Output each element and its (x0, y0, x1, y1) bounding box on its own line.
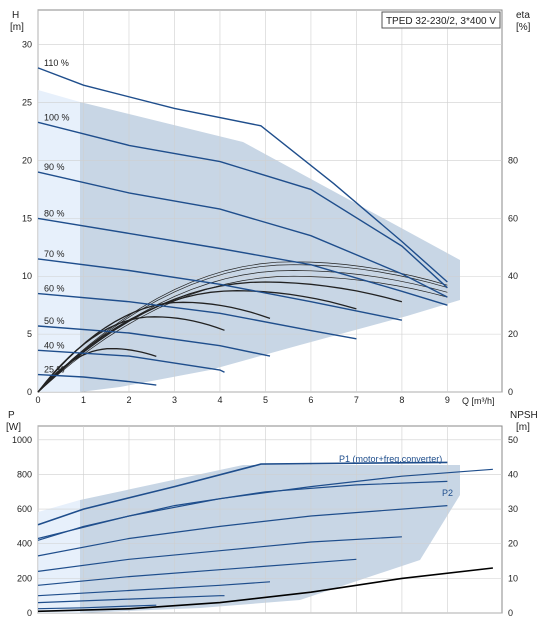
upper-right-axis-label-1: eta (516, 10, 530, 21)
head-curve (37, 67, 448, 283)
lower-right-tick-label: 40 (508, 469, 518, 479)
speed-label: 80 % (44, 208, 65, 218)
speed-label: 25 % (44, 365, 65, 375)
upper-left-tick-label: 10 (22, 271, 32, 281)
power-curve (37, 581, 271, 597)
chart-title: TPED 32-230/2, 3*400 V (386, 16, 496, 27)
head-curve (37, 349, 225, 373)
x-tick-label: 6 (308, 395, 313, 405)
upper-grid (37, 10, 502, 393)
efficiency-curve (37, 264, 448, 393)
lower-right-axis-label-1: NPSH (510, 410, 538, 421)
head-curve (37, 373, 157, 386)
upper-shaded-area (80, 102, 460, 392)
upper-right-tick-label: 40 (508, 271, 518, 281)
npsh-curves (37, 567, 493, 613)
upper-left-tick-label: 0 (27, 387, 32, 397)
speed-label: 70 % (44, 249, 65, 259)
head-curve (37, 258, 403, 321)
power-curve (37, 461, 448, 526)
power-curve (37, 505, 448, 557)
speed-label: 110 % (44, 58, 69, 68)
lower-left-axis-label-1: P (8, 410, 15, 421)
efficiency-curve (37, 316, 225, 393)
upper-right-tick-label: 80 (508, 155, 518, 165)
x-tick-label: 0 (35, 395, 40, 405)
efficiency-curve (37, 275, 448, 393)
upper-right-tick-label: 20 (508, 329, 518, 339)
head-curve (37, 217, 448, 306)
speed-label: 100 % (44, 112, 70, 122)
lower-right-tick-label: 30 (508, 504, 518, 514)
lower-left-axis-label-2: [W] (6, 422, 21, 433)
head-curve (37, 121, 448, 289)
power-curves (37, 461, 493, 610)
efficiency-curve (37, 347, 157, 393)
speed-label: 40 % (44, 340, 65, 350)
speed-label: 50 % (44, 316, 65, 326)
power-curve (37, 604, 157, 610)
head-curve (37, 292, 357, 340)
p2-annotation: P2 (442, 488, 453, 498)
lower-left-tick-label: 0 (27, 608, 32, 618)
lower-right-tick-label: 10 (508, 573, 518, 583)
head-curves (37, 67, 448, 386)
title-box (381, 11, 501, 29)
efficiency-curve (37, 290, 357, 393)
lower-left-tick-label: 600 (17, 504, 32, 514)
power-curve (37, 595, 225, 604)
efficiency-curve (37, 281, 403, 393)
upper-light-area (38, 90, 80, 392)
lower-right-tick-label: 20 (508, 539, 518, 549)
lower-left-tick-label: 1000 (12, 435, 32, 445)
x-tick-label: 1 (81, 395, 86, 405)
x-tick-label: 2 (126, 395, 131, 405)
upper-right-axis-label-2: [%] (516, 22, 531, 33)
upper-left-tick-label: 25 (22, 98, 32, 108)
upper-operating-area (38, 90, 460, 392)
lower-shaded-area (80, 465, 460, 613)
x-tick-label: 5 (263, 395, 268, 405)
x-tick-label: 3 (172, 395, 177, 405)
upper-right-tick-label: 60 (508, 213, 518, 223)
upper-left-tick-label: 20 (22, 155, 32, 165)
power-curve (37, 536, 402, 572)
p1-annotation: P1 (motor+freq.converter) (339, 454, 442, 464)
speed-labels: 110 % 100 % 90 % 80 % 70 % 60 % 50 % 40 % 25 % (44, 58, 70, 375)
upper-left-tick-label: 5 (27, 329, 32, 339)
lower-right-axis-label-2: [m] (516, 422, 530, 433)
npsh-curve (37, 567, 493, 613)
x-tick-label: 8 (399, 395, 404, 405)
upper-left-tick-label: 15 (22, 213, 32, 223)
axis-ticks: 0 1 2 3 4 5 6 7 8 9051015202530020406080020040060… (12, 40, 518, 618)
lower-right-tick-label: 0 (508, 608, 513, 618)
power-curve (37, 468, 493, 540)
x-axis-label: Q [m³/h] (462, 396, 495, 406)
lower-left-tick-label: 400 (17, 539, 32, 549)
lower-right-tick-label: 50 (508, 435, 518, 445)
upper-left-axis-label-1: H (12, 10, 19, 21)
speed-label: 90 % (44, 162, 65, 172)
upper-left-axis-label-2: [m] (10, 22, 24, 33)
head-curve (37, 171, 448, 298)
upper-left-tick-label: 30 (22, 40, 32, 50)
lower-left-tick-label: 200 (17, 573, 32, 583)
lower-left-tick-label: 800 (17, 469, 32, 479)
x-tick-label: 7 (354, 395, 359, 405)
speed-label: 60 % (44, 284, 65, 294)
upper-right-tick-label: 0 (508, 387, 513, 397)
head-curve (37, 325, 271, 357)
x-tick-label: 9 (445, 395, 450, 405)
x-tick-label: 4 (217, 395, 222, 405)
power-curve (37, 558, 357, 586)
